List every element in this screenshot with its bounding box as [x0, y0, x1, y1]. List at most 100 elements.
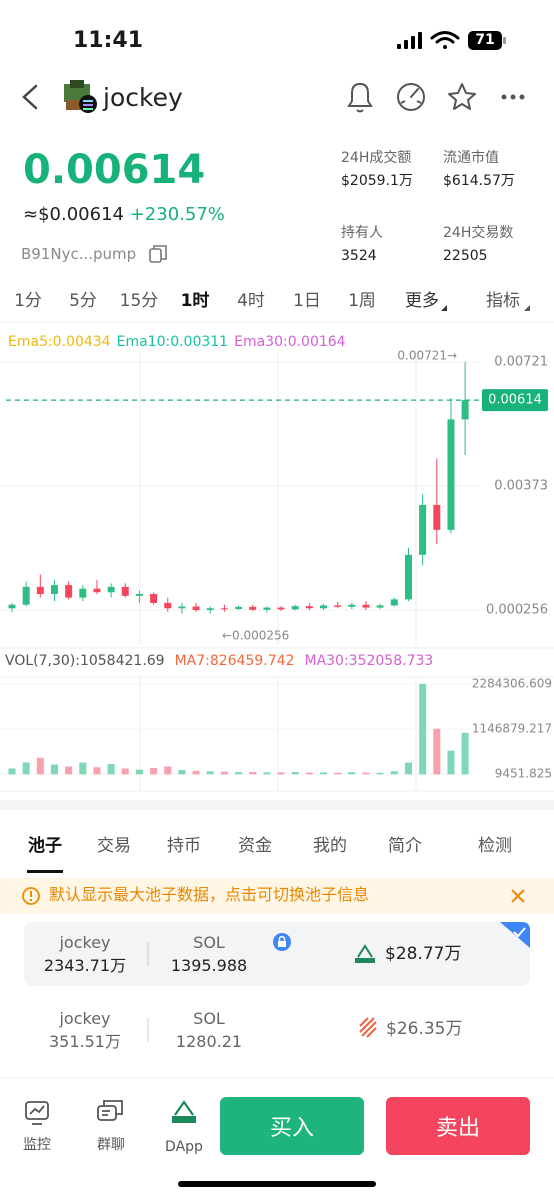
candle-body	[50, 585, 58, 595]
pool-token: jockey	[59, 933, 111, 952]
stat-label: 持有人	[341, 225, 383, 241]
candle-body	[305, 606, 313, 609]
dropdown-mark	[524, 305, 530, 311]
pool-quote: SOL	[193, 1009, 225, 1028]
volume-bar	[235, 771, 243, 775]
indicator-menu[interactable]: 指标	[486, 291, 520, 311]
contract-address[interactable]: B91Nyc...pump	[21, 245, 137, 263]
candle-body	[249, 606, 257, 610]
lock-icon	[273, 933, 291, 951]
close-notice[interactable]	[511, 889, 525, 903]
volume-bar	[249, 771, 257, 775]
candle-body	[192, 606, 200, 611]
candle-body	[277, 607, 285, 610]
back-button[interactable]	[22, 84, 38, 110]
timeframe[interactable]: 1分	[14, 291, 42, 311]
indicator-legend: Ema5:0.00434 Ema10:0.00311 Ema30:0.00164	[8, 334, 346, 350]
tab[interactable]: 简介	[388, 836, 422, 856]
dapp-icon[interactable]	[172, 1100, 196, 1123]
candle-body	[291, 606, 299, 610]
tab-active[interactable]: 池子	[28, 836, 62, 856]
volume-label: VOL(7,30):1058421.69	[5, 653, 165, 669]
dropdown-mark	[441, 305, 447, 311]
gauge-icon[interactable]	[397, 83, 425, 111]
price: 0.00614	[23, 147, 206, 193]
more-menu[interactable]: 更多	[405, 291, 439, 311]
candle-body	[22, 586, 30, 605]
pool-token-amount: 351.51万	[49, 1032, 121, 1051]
stat-value: $2059.1万	[341, 173, 413, 189]
indicator-label: Ema5:0.00434	[8, 334, 111, 350]
timeframe[interactable]: 1周	[348, 291, 376, 311]
tab[interactable]: 检测	[478, 836, 512, 856]
volume-bar	[334, 772, 342, 775]
volume-bar	[305, 772, 313, 775]
y-tick-label: 0.00721	[494, 354, 548, 369]
volume-bar	[8, 768, 16, 775]
pool-token-amount: 2343.71万	[43, 956, 127, 975]
volume-bar	[447, 750, 455, 775]
volume-bar	[376, 772, 384, 775]
volume-bar	[164, 766, 172, 775]
more-icon[interactable]	[501, 94, 525, 100]
tab[interactable]: 交易	[97, 836, 131, 856]
candle-body	[404, 554, 412, 600]
sell-button[interactable]: 卖出	[386, 1097, 530, 1155]
nav-label[interactable]: DApp	[165, 1139, 203, 1155]
notice-bar	[0, 878, 554, 914]
pool-quote-amount: 1395.988	[170, 956, 248, 975]
timeframe[interactable]: 15分	[119, 291, 159, 311]
volume-bar	[192, 770, 200, 775]
pool-token: jockey	[59, 1009, 111, 1028]
stat-label: 流通市值	[443, 150, 499, 166]
tab[interactable]: 我的	[313, 836, 347, 856]
token-name: jockey	[103, 83, 183, 112]
notice-icon	[22, 887, 40, 905]
volume-bar	[320, 772, 328, 775]
volume-bar	[150, 768, 158, 775]
indicator-label: Ema30:0.00164	[234, 334, 346, 350]
tab[interactable]: 资金	[238, 836, 272, 856]
volume-bar	[404, 762, 412, 775]
pool-quote: SOL	[193, 933, 225, 952]
y-tick-label: 0.000256	[486, 602, 548, 617]
y-tick-label: 1146879.217	[472, 721, 552, 735]
stat-label: 24H交易数	[443, 225, 514, 241]
home-indicator	[178, 1181, 376, 1187]
volume-bar	[291, 771, 299, 775]
stat-value: 22505	[443, 248, 488, 264]
notice-text[interactable]: 默认显示最大池子数据，点击可切换池子信息	[49, 885, 370, 904]
token-avatar	[64, 80, 97, 113]
volume-bar	[93, 767, 101, 775]
volume-bar	[263, 772, 271, 775]
bell-icon[interactable]	[347, 82, 373, 113]
timeframe-active[interactable]: 1时	[180, 291, 210, 311]
price-usd: ≈$0.00614 +230.57%	[23, 206, 225, 224]
volume-bar	[206, 771, 214, 775]
buy-button[interactable]: 买入	[220, 1097, 364, 1155]
pool-card[interactable]	[24, 998, 530, 1062]
monitor-icon[interactable]	[25, 1101, 49, 1125]
tab[interactable]: 持币	[167, 836, 201, 856]
timeframe[interactable]: 5分	[69, 291, 97, 311]
pool-liquidity: $26.35万	[386, 1019, 463, 1039]
volume-bar	[50, 764, 58, 775]
candle-body	[150, 594, 158, 603]
candle-body	[447, 419, 455, 530]
usd-price: ≈$0.00614	[23, 204, 124, 225]
candle-body	[79, 588, 87, 598]
volume-bar	[433, 728, 441, 775]
candle-body	[263, 607, 271, 610]
star-icon[interactable]	[448, 83, 476, 110]
copy-icon[interactable]	[149, 245, 167, 263]
nav-label[interactable]: 群聊	[97, 1137, 125, 1153]
stat-label: 24H成交额	[341, 150, 412, 166]
pool-card-selected[interactable]	[24, 922, 530, 986]
chat-icon[interactable]	[97, 1100, 123, 1121]
timeframe[interactable]: 4时	[237, 291, 265, 311]
nav-label[interactable]: 监控	[23, 1137, 51, 1153]
timeframe[interactable]: 1日	[293, 291, 321, 311]
signal-icon	[397, 32, 422, 49]
volume-bar	[135, 769, 143, 775]
